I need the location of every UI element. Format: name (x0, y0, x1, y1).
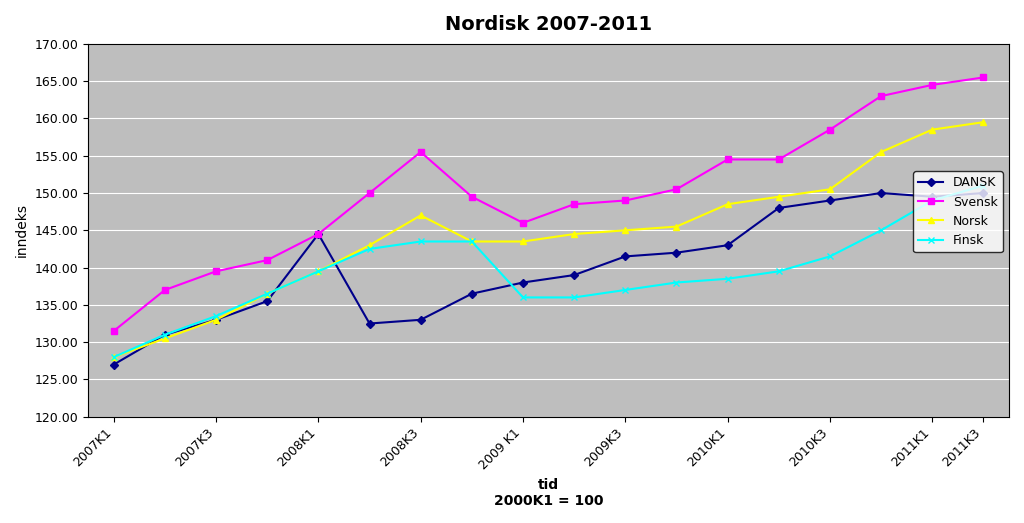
DANSK (108, 361, 120, 368)
DANSK (671, 249, 683, 256)
Y-axis label: inndeks: inndeks (15, 203, 29, 257)
Norsk (977, 119, 989, 126)
Svensk (466, 194, 478, 200)
Svensk (568, 201, 581, 207)
Finsk (517, 294, 529, 301)
DANSK (926, 194, 938, 200)
DANSK (312, 231, 325, 237)
Svensk (926, 82, 938, 88)
DANSK (261, 298, 273, 304)
Finsk (108, 354, 120, 360)
Svensk (977, 74, 989, 81)
Svensk (671, 186, 683, 192)
Norsk (210, 316, 222, 323)
Finsk (926, 197, 938, 203)
DANSK (415, 316, 427, 323)
Finsk (722, 276, 734, 282)
DANSK (364, 321, 376, 327)
Line: Svensk: Svensk (111, 74, 987, 334)
Finsk (210, 313, 222, 319)
DANSK (823, 197, 836, 203)
DANSK (210, 316, 222, 323)
Norsk (517, 238, 529, 245)
Norsk (568, 231, 581, 237)
Norsk (773, 194, 785, 200)
DANSK (568, 272, 581, 278)
Norsk (671, 223, 683, 230)
Finsk (874, 227, 887, 233)
Legend: DANSK, Svensk, Norsk, Finsk: DANSK, Svensk, Norsk, Finsk (913, 172, 1002, 252)
DANSK (517, 279, 529, 286)
Norsk (823, 186, 836, 192)
Norsk (108, 354, 120, 360)
DANSK (466, 291, 478, 297)
Svensk (517, 220, 529, 226)
Finsk (312, 268, 325, 275)
Finsk (773, 268, 785, 275)
Norsk (926, 127, 938, 133)
Norsk (722, 201, 734, 207)
DANSK (977, 190, 989, 196)
Svensk (823, 127, 836, 133)
Svensk (415, 149, 427, 155)
Finsk (823, 253, 836, 259)
Norsk (261, 291, 273, 297)
Finsk (620, 287, 632, 293)
Finsk (671, 279, 683, 286)
X-axis label: tid
2000K1 = 100: tid 2000K1 = 100 (494, 478, 603, 508)
Norsk (159, 335, 171, 342)
Line: DANSK: DANSK (111, 190, 986, 367)
Finsk (977, 183, 989, 189)
Title: Nordisk 2007-2011: Nordisk 2007-2011 (445, 15, 652, 34)
Norsk (466, 238, 478, 245)
Line: Finsk: Finsk (111, 182, 987, 360)
Finsk (568, 294, 581, 301)
Svensk (620, 197, 632, 203)
Line: Norsk: Norsk (111, 119, 987, 360)
Finsk (261, 291, 273, 297)
DANSK (722, 242, 734, 248)
Norsk (312, 268, 325, 275)
DANSK (773, 205, 785, 211)
Svensk (773, 156, 785, 163)
Finsk (415, 238, 427, 245)
Svensk (722, 156, 734, 163)
Svensk (364, 190, 376, 196)
Norsk (415, 212, 427, 219)
Norsk (874, 149, 887, 155)
Norsk (364, 242, 376, 248)
Svensk (261, 257, 273, 263)
Finsk (364, 246, 376, 252)
Svensk (874, 93, 887, 99)
DANSK (620, 253, 632, 259)
Svensk (312, 231, 325, 237)
Svensk (210, 268, 222, 275)
Norsk (620, 227, 632, 233)
Svensk (159, 287, 171, 293)
Finsk (466, 238, 478, 245)
Finsk (159, 332, 171, 338)
DANSK (159, 332, 171, 338)
DANSK (874, 190, 887, 196)
Svensk (108, 328, 120, 334)
